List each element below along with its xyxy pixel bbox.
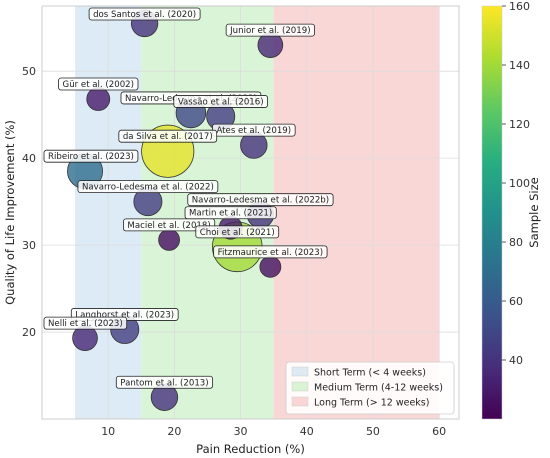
colorbar: [481, 5, 503, 420]
x-tick-label: 40: [300, 425, 314, 438]
x-tick-label: 10: [101, 425, 115, 438]
colorbar-tick-label: 140: [509, 59, 530, 72]
y-tick-label: 50: [22, 65, 36, 78]
annotation-box: [184, 206, 277, 220]
region-2: [273, 6, 440, 419]
annotation-box: [118, 129, 218, 143]
annotation-text: Ates et al. (2019): [216, 126, 291, 136]
colorbar-tick-label: 80: [509, 236, 523, 249]
colorbar-label: Sample Size: [527, 177, 541, 247]
point-annotation: Navarro-Ledesma et al. (2022b): [187, 193, 334, 207]
x-tick-label: 60: [432, 425, 446, 438]
annotation-box: [195, 225, 280, 239]
plot-frame: [41, 5, 460, 420]
y-tick-label: 20: [22, 326, 36, 339]
x-axis-label: Pain Reduction (%): [196, 442, 305, 456]
point-annotation: Navarro-Ledesma et al. (2022): [77, 180, 219, 194]
annotation-box: [58, 77, 139, 91]
point-annotation: Nelli et al. (2023): [43, 316, 128, 330]
point-annotation: Pantom et al. (2013): [115, 375, 214, 389]
data-point: [158, 228, 180, 251]
point-annotation: Maciel et al. (2018): [123, 218, 216, 232]
annotation-box: [88, 7, 201, 21]
point-annotation: Fitzmaurice et al. (2023): [213, 245, 328, 259]
point-annotation: Martin et al. (2021): [184, 206, 277, 220]
point-annotation: Vassão et al. (2016): [173, 95, 269, 108]
point-annotation: Junior et al. (2019): [225, 23, 315, 37]
y-tick-label: 40: [22, 152, 36, 165]
annotation-text: Junior et al. (2019): [229, 26, 310, 36]
point-annotation: dos Santos et al. (2020): [88, 7, 201, 21]
x-tick-label: 50: [366, 425, 380, 438]
point-annotation: Gür et al. (2002): [58, 77, 139, 91]
legend-swatch: [291, 366, 309, 377]
annotation-box: [115, 375, 214, 389]
x-tick-label: 30: [234, 425, 248, 438]
annotation-box: [173, 95, 269, 108]
annotation-text: Maciel et al. (2018): [127, 221, 210, 231]
annotation-text: Fitzmaurice et al. (2023): [218, 248, 323, 258]
colorbar-tick-label: 100: [509, 177, 530, 190]
annotation-text: da Silva et al. (2017): [123, 132, 213, 142]
annotation-text: Choi et al. (2021): [200, 228, 275, 238]
colorbar-tick-label: 60: [509, 295, 523, 308]
data-point: [86, 87, 111, 111]
annotation-text: Martin et al. (2021): [189, 209, 272, 219]
annotation-text: Pantom et al. (2013): [120, 378, 208, 388]
y-tick-label: 30: [22, 239, 36, 252]
annotation-text: Langhorst et al. (2023): [75, 310, 174, 320]
legend-label: Short Term (< 4 weeks): [314, 368, 426, 379]
annotation-box: [187, 193, 334, 207]
annotation-text: Nelli et al. (2023): [48, 319, 123, 329]
annotation-text: Vassão et al. (2016): [178, 97, 264, 107]
colorbar-tick-label: 120: [509, 118, 530, 131]
colorbar-tick-label: 40: [509, 354, 523, 367]
data-point: [259, 255, 282, 278]
annotation-box: [213, 245, 328, 259]
legend-frame: [285, 361, 455, 415]
annotation-text: Navarro-Ledesma et al. (2022): [82, 183, 214, 193]
annotation-text: Ribeiro et al. (2023): [48, 152, 134, 162]
legend-swatch: [291, 396, 309, 407]
annotation-text: dos Santos et al. (2020): [93, 10, 196, 20]
legend-swatch: [291, 381, 309, 392]
legend-label: Long Term (> 12 weeks): [314, 398, 429, 409]
annotation-box: [43, 316, 128, 330]
colorbar-tick-label: 160: [509, 0, 530, 13]
annotation-text: Gür et al. (2002): [63, 80, 134, 90]
annotation-box: [123, 218, 216, 232]
point-annotation: da Silva et al. (2017): [118, 129, 218, 143]
legend-label: Medium Term (4-12 weeks): [314, 383, 443, 394]
point-annotation: Choi et al. (2021): [195, 225, 280, 239]
annotation-box: [77, 180, 219, 194]
x-tick-label: 20: [167, 425, 181, 438]
annotation-text: Navarro-Ledesma et al. (2022b): [192, 196, 329, 206]
point-annotation: Ates et al. (2019): [212, 123, 296, 137]
point-annotation: Ribeiro et al. (2023): [43, 149, 139, 163]
y-axis-label: Quality of Life Improvement (%): [3, 120, 17, 305]
annotation-box: [43, 149, 139, 163]
annotation-box: [225, 23, 315, 37]
legend: Short Term (< 4 weeks) Medium Term (4-12 …: [285, 361, 455, 415]
